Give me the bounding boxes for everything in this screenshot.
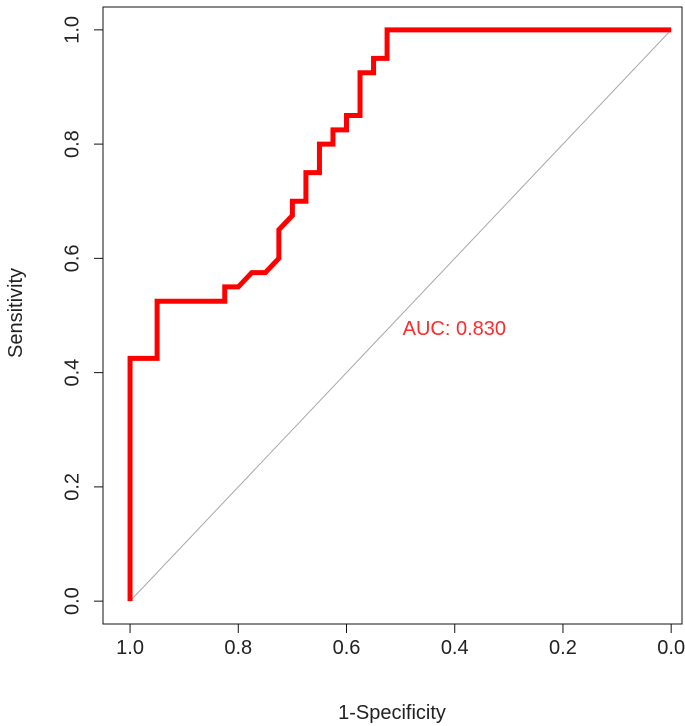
x-tick-label-3: 0.6: [333, 637, 361, 659]
y-axis-title: Sensitivity: [5, 268, 27, 358]
x-tick-label-4: 0.4: [441, 637, 469, 659]
roc-series-line-1: [127, 27, 672, 602]
x-axis-ticks: 1.0 0.8 0.6 0.4 0.2 0.0: [116, 624, 685, 659]
y-tick-label-3: 0.4: [61, 359, 83, 387]
series-layer: [127, 27, 672, 602]
x-tick-label-1: 1.0: [116, 637, 144, 659]
x-tick-label-2: 0.8: [224, 637, 252, 659]
y-tick-label-5: 0.8: [61, 130, 83, 158]
reference-line-layer: [129, 29, 672, 602]
y-tick-label-6: 1.0: [61, 16, 83, 44]
x-axis-title: 1-Specificity: [338, 702, 446, 724]
y-axis-ticks: 0.0 0.2 0.4 0.6 0.8 1.0: [61, 16, 103, 615]
annotation-text-1: AUC: 0.830: [403, 318, 506, 340]
x-tick-label-5: 0.2: [549, 637, 577, 659]
y-tick-label-1: 0.0: [61, 587, 83, 615]
reference-diagonal-line: [129, 29, 672, 602]
annotation-layer: AUC: 0.830: [403, 318, 506, 340]
x-tick-label-6: 0.0: [657, 637, 685, 659]
y-tick-label-4: 0.6: [61, 244, 83, 272]
plot-border: [102, 6, 683, 625]
y-tick-label-2: 0.2: [61, 473, 83, 501]
